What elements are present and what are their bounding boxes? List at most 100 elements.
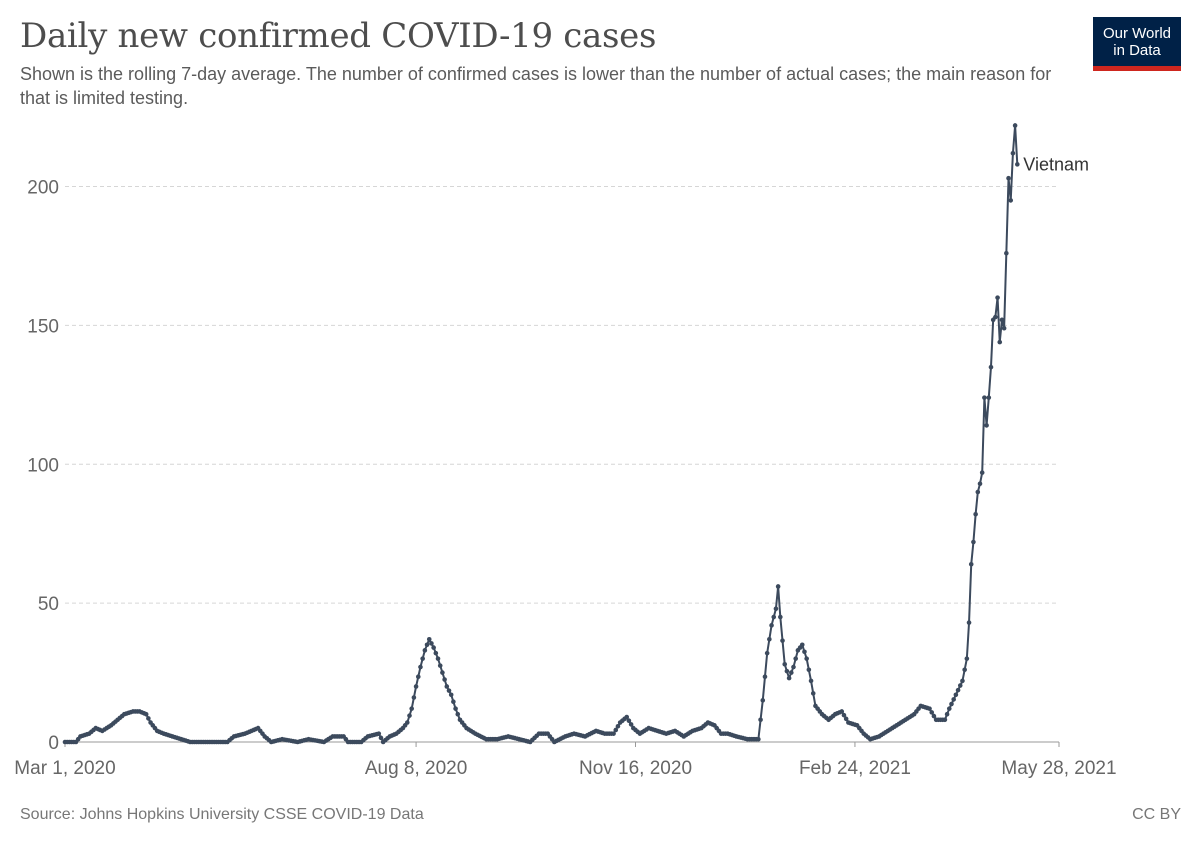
data-point[interactable] bbox=[843, 716, 849, 722]
data-point[interactable] bbox=[964, 656, 970, 661]
data-point[interactable] bbox=[1012, 123, 1018, 128]
data-point[interactable] bbox=[420, 656, 425, 661]
data-point[interactable] bbox=[973, 511, 978, 517]
data-point[interactable] bbox=[839, 709, 845, 714]
data-point[interactable] bbox=[789, 670, 794, 675]
data-point[interactable] bbox=[975, 489, 981, 495]
data-point[interactable] bbox=[977, 481, 983, 487]
data-point[interactable] bbox=[780, 638, 785, 643]
data-point[interactable] bbox=[949, 701, 954, 707]
data-point[interactable] bbox=[429, 641, 434, 646]
data-point[interactable] bbox=[1008, 198, 1014, 203]
data-point[interactable] bbox=[951, 697, 956, 702]
data-point[interactable] bbox=[624, 714, 630, 720]
data-point[interactable] bbox=[433, 650, 439, 656]
data-point[interactable] bbox=[841, 712, 847, 718]
data-point[interactable] bbox=[962, 667, 967, 673]
data-point[interactable] bbox=[146, 716, 151, 721]
data-point[interactable] bbox=[758, 717, 763, 723]
data-point[interactable] bbox=[966, 620, 972, 625]
data-point[interactable] bbox=[762, 674, 768, 680]
data-point[interactable] bbox=[793, 656, 798, 661]
data-point[interactable] bbox=[806, 667, 812, 673]
data-point[interactable] bbox=[971, 539, 976, 545]
data-point[interactable] bbox=[435, 656, 441, 661]
data-point[interactable] bbox=[413, 684, 419, 689]
data-point[interactable] bbox=[982, 395, 987, 400]
data-point[interactable] bbox=[1006, 175, 1011, 181]
data-point[interactable] bbox=[778, 614, 783, 620]
data-point[interactable] bbox=[1010, 150, 1016, 156]
data-point[interactable] bbox=[968, 561, 974, 567]
data-point[interactable] bbox=[804, 656, 809, 661]
data-point[interactable] bbox=[786, 675, 792, 681]
data-point[interactable] bbox=[451, 699, 456, 705]
data-point[interactable] bbox=[802, 649, 807, 655]
data-point[interactable] bbox=[411, 695, 417, 700]
data-point[interactable] bbox=[418, 664, 423, 670]
data-point[interactable] bbox=[446, 688, 452, 693]
data-point[interactable] bbox=[957, 683, 963, 688]
data-point[interactable] bbox=[626, 718, 632, 724]
data-point[interactable] bbox=[773, 606, 779, 611]
data-point[interactable] bbox=[791, 664, 796, 670]
license-link[interactable]: CC BY bbox=[1132, 806, 1181, 823]
data-point[interactable] bbox=[942, 717, 948, 723]
data-point[interactable] bbox=[613, 727, 619, 733]
data-point[interactable] bbox=[444, 684, 450, 689]
data-point[interactable] bbox=[143, 711, 149, 717]
data-point[interactable] bbox=[995, 295, 1000, 300]
data-point[interactable] bbox=[455, 711, 461, 717]
data-point[interactable] bbox=[426, 636, 432, 642]
data-point[interactable] bbox=[997, 339, 1003, 345]
data-point[interactable] bbox=[955, 687, 961, 693]
data-point[interactable] bbox=[378, 735, 384, 741]
data-point[interactable] bbox=[988, 364, 994, 370]
owid-logo[interactable]: Our World in Data bbox=[1093, 17, 1181, 71]
data-point[interactable] bbox=[437, 663, 443, 668]
data-point[interactable] bbox=[442, 677, 447, 682]
series-line-vietnam[interactable] bbox=[65, 124, 1019, 743]
data-point[interactable] bbox=[376, 731, 382, 736]
data-point[interactable] bbox=[448, 692, 454, 698]
data-point[interactable] bbox=[424, 642, 430, 648]
source-note[interactable]: Source: Johns Hopkins University CSSE CO… bbox=[20, 806, 424, 823]
data-point[interactable] bbox=[405, 720, 410, 725]
data-point[interactable] bbox=[931, 713, 937, 719]
data-point[interactable] bbox=[760, 698, 766, 703]
data-point[interactable] bbox=[440, 670, 445, 675]
data-point[interactable] bbox=[927, 706, 932, 711]
data-point[interactable] bbox=[756, 736, 761, 742]
data-point[interactable] bbox=[946, 706, 952, 711]
data-point[interactable] bbox=[810, 691, 816, 696]
data-point[interactable] bbox=[979, 470, 985, 475]
data-point[interactable] bbox=[1004, 250, 1009, 256]
data-point[interactable] bbox=[944, 711, 950, 717]
data-point[interactable] bbox=[808, 678, 814, 684]
data-point[interactable] bbox=[764, 650, 770, 656]
data-point[interactable] bbox=[771, 614, 777, 620]
data-point[interactable] bbox=[767, 636, 772, 642]
data-point[interactable] bbox=[999, 317, 1005, 323]
data-point[interactable] bbox=[953, 692, 959, 698]
data-point[interactable] bbox=[984, 423, 989, 428]
data-point[interactable] bbox=[784, 668, 790, 674]
data-point[interactable] bbox=[422, 648, 428, 653]
data-point[interactable] bbox=[993, 314, 998, 320]
data-point[interactable] bbox=[775, 584, 781, 589]
data-point[interactable] bbox=[782, 661, 788, 667]
data-point[interactable] bbox=[615, 723, 621, 729]
data-point[interactable] bbox=[611, 731, 616, 736]
data-point[interactable] bbox=[431, 645, 436, 650]
data-point[interactable] bbox=[409, 706, 414, 711]
data-point[interactable] bbox=[986, 395, 992, 400]
data-point[interactable] bbox=[415, 674, 421, 680]
data-point[interactable] bbox=[407, 713, 412, 718]
data-point[interactable] bbox=[453, 706, 458, 711]
data-point[interactable] bbox=[929, 710, 935, 715]
data-point[interactable] bbox=[1001, 325, 1007, 331]
data-point[interactable] bbox=[799, 642, 805, 648]
data-point[interactable] bbox=[628, 722, 634, 727]
data-point[interactable] bbox=[1015, 162, 1020, 167]
data-point[interactable] bbox=[960, 678, 965, 684]
